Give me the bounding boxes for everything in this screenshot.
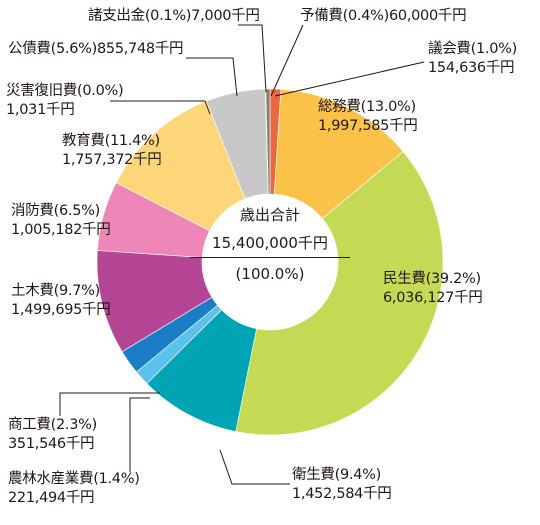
leader-line-2 [186, 57, 238, 97]
leader-line-6 [129, 397, 150, 472]
chart-center-label: 歳出合計 15,400,000千円 (100.0%) [190, 205, 350, 284]
label-shokohi: 商工費(2.3%) 351,546千円 [8, 417, 97, 452]
center-title: 歳出合計 [239, 206, 300, 224]
leader-line-1 [270, 24, 304, 97]
label-somuhi: 総務費(13.0%) 1,997,585千円 [318, 99, 418, 134]
label-shoshishutsukin: 諸支出金(0.1%)7,000千円 [88, 8, 260, 24]
label-gikaihi: 議会費(1.0%) 154,636千円 [428, 41, 517, 76]
donut-hole [202, 194, 338, 330]
label-saigaifukkyuhi: 災害復旧費(0.0%) 1,031千円 [6, 83, 124, 118]
label-minseihi: 民生費(39.2%) 6,036,127千円 [383, 271, 483, 306]
label-norinsuisangyohi: 農林水産業費(1.4%) 221,494千円 [8, 471, 140, 506]
center-percent: (100.0%) [235, 265, 305, 283]
leader-line-7 [219, 449, 290, 485]
label-kousaihi: 公債費(5.6%)855,748千円 [8, 41, 184, 57]
leader-line-3 [274, 61, 425, 97]
label-eiseihi: 衛生費(9.4%) 1,452,584千円 [292, 467, 392, 502]
leader-line-5 [59, 392, 160, 416]
leader-line-4 [110, 100, 211, 115]
label-shobohi: 消防費(6.5%) 1,005,182千円 [11, 203, 111, 238]
center-total: 15,400,000千円 [190, 233, 350, 258]
label-yobihi: 予備費(0.4%)60,000千円 [300, 8, 467, 24]
label-kyoikuhi: 教育費(11.4%) 1,757,372千円 [62, 133, 162, 168]
leader-line-0 [238, 24, 267, 93]
label-dobokuhi: 土木費(9.7%) 1,499,695千円 [11, 283, 111, 318]
